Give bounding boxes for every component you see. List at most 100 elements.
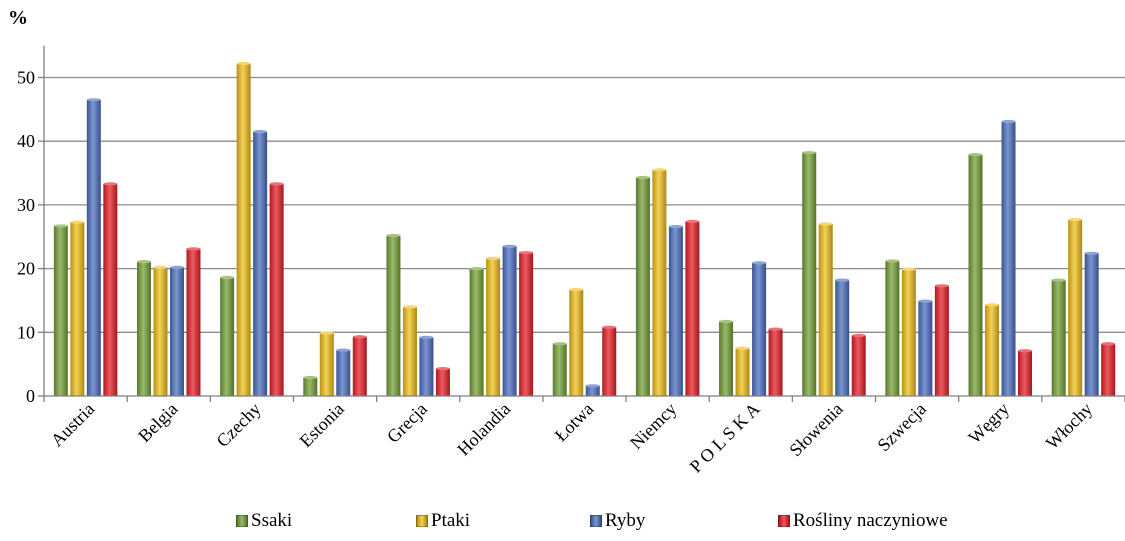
axes — [38, 45, 1125, 402]
x-tick-label: Słowenia — [785, 399, 847, 461]
y-tick-label: 50 — [17, 68, 35, 88]
legend-swatch — [590, 515, 602, 527]
bar-cap — [968, 152, 983, 157]
bar — [402, 306, 417, 396]
bar — [851, 335, 866, 396]
bar — [1001, 121, 1016, 396]
legend-label: Ssaki — [251, 510, 293, 531]
bar-cap — [985, 303, 1000, 307]
bar-cap — [885, 259, 900, 263]
bar-cap — [901, 267, 916, 271]
bar-cap — [352, 335, 367, 339]
bar — [735, 348, 750, 396]
legend-item: Ptaki — [416, 510, 470, 532]
bar-cap — [652, 168, 667, 172]
bar — [352, 336, 367, 396]
y-tick-label: 0 — [26, 386, 35, 406]
bar-cap — [419, 335, 434, 339]
bar — [153, 267, 168, 396]
legend: Ssaki Ptaki Ryby Rośliny naczyniowe — [0, 510, 1125, 540]
bar-cap — [934, 284, 949, 288]
bar — [1018, 350, 1033, 396]
bar-cap — [918, 299, 933, 303]
bar — [652, 169, 667, 396]
bar-cap — [818, 222, 833, 226]
bar — [602, 327, 617, 396]
bar-cap — [1068, 217, 1083, 222]
bar-cap — [236, 61, 251, 66]
bar-cap — [336, 348, 351, 352]
bar — [885, 260, 900, 396]
bar — [1051, 280, 1066, 396]
bar — [103, 183, 118, 396]
bar-cap — [668, 224, 683, 229]
x-tick-label: Czechy — [212, 399, 264, 451]
bar — [236, 63, 251, 397]
bar-cap — [303, 375, 318, 380]
bar-cap — [1001, 119, 1016, 124]
bar — [469, 268, 484, 396]
y-tick-label: 40 — [17, 131, 35, 151]
y-tick-label: 10 — [17, 322, 35, 342]
bar — [552, 343, 567, 396]
bar — [169, 267, 184, 396]
bar — [70, 222, 85, 396]
bar — [303, 377, 318, 396]
x-tick-label: Austria — [47, 399, 99, 451]
x-tick-label: Szwecja — [873, 399, 930, 456]
bar-cap — [685, 219, 700, 224]
bar — [53, 225, 68, 396]
bar-cap — [70, 220, 85, 224]
bar — [752, 262, 767, 396]
bar — [486, 258, 501, 396]
bars — [53, 61, 1116, 397]
y-axis-label: % — [8, 7, 28, 29]
bar-cap — [53, 224, 68, 228]
bar — [635, 177, 650, 396]
legend-swatch — [236, 515, 248, 527]
bar — [1084, 253, 1099, 396]
bar — [419, 337, 434, 396]
bar-cap — [835, 278, 850, 282]
bar-cap — [635, 175, 650, 180]
bar — [136, 261, 151, 396]
bar-cap — [1018, 349, 1033, 353]
bar — [336, 350, 351, 396]
x-tick-label: Belgia — [134, 399, 181, 446]
bar-cap — [469, 267, 484, 271]
bar — [86, 99, 101, 397]
bar — [269, 183, 284, 396]
bar — [502, 246, 517, 396]
bar-cap — [1084, 251, 1099, 255]
legend-item: Rośliny naczyniowe — [778, 510, 948, 532]
bar — [968, 154, 983, 396]
bar-cap — [103, 182, 118, 186]
x-tick-label: Holandia — [453, 399, 514, 460]
bar — [934, 285, 949, 396]
bar — [585, 385, 600, 396]
legend-item: Ryby — [590, 510, 645, 532]
bar — [319, 332, 334, 396]
bar-cap — [719, 319, 734, 324]
y-tick-label: 30 — [17, 195, 35, 215]
x-tick-label: Niemcy — [626, 399, 680, 453]
x-tick-label: P O L S K A — [686, 399, 764, 477]
legend-label: Ptaki — [431, 510, 471, 531]
bar-cap — [169, 265, 184, 269]
bar-cap — [585, 384, 600, 388]
legend-swatch — [416, 515, 428, 527]
legend-label: Ryby — [605, 510, 646, 531]
legend-swatch — [778, 515, 790, 527]
bar-cap — [569, 288, 584, 292]
bar-cap — [735, 346, 750, 350]
bar — [918, 301, 933, 396]
bar — [519, 252, 534, 396]
bar-cap — [1101, 342, 1116, 346]
bar-cap — [752, 261, 767, 265]
bar — [901, 269, 916, 396]
bar-cap — [602, 325, 617, 329]
bar-cap — [552, 342, 567, 346]
bar — [818, 224, 833, 396]
